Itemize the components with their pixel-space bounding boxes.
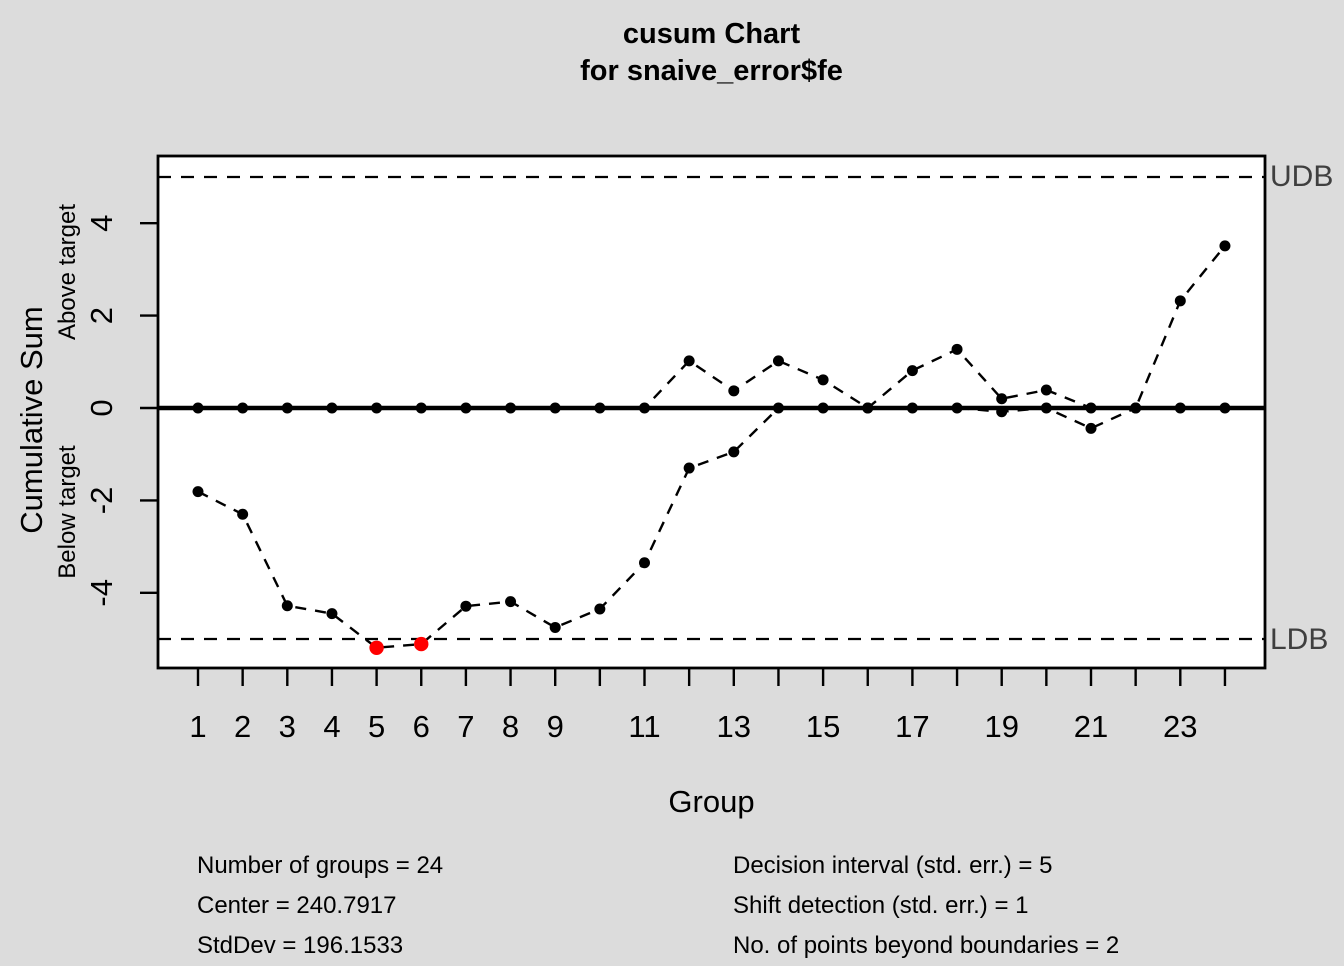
data-point-above_target-group-17 [906,365,918,377]
data-point-above_target-group-24 [1219,240,1231,252]
y-axis-title: Cumulative Sum [14,306,49,534]
stat-center: Center = 240.7917 [197,892,397,919]
x-tick-label-13: 13 [717,709,751,744]
x-tick-label-19: 19 [984,709,1018,744]
data-point-below_target-group-13 [728,446,740,458]
data-point-above_target-group-21 [1085,402,1097,414]
data-point-below_target-group-24 [1219,402,1231,414]
series-line-below_target [197,406,1225,650]
data-point-above_target-group-23 [1174,295,1186,307]
violation-point-group-5 [369,640,384,655]
plot-border [156,154,1267,670]
data-point-below_target-group-22 [1130,402,1142,414]
data-point-below_target-group-16 [862,402,874,414]
x-tick-label-8: 8 [502,709,519,744]
data-point-above_target-group-8 [505,402,517,414]
data-point-above_target-group-18 [951,343,963,355]
x-axis-title: Group [668,784,755,819]
data-point-below_target-group-9 [549,621,561,633]
stat-stddev: StdDev = 196.1533 [197,932,404,959]
data-point-above_target-group-10 [594,402,606,414]
data-point-above_target-group-13 [728,385,740,397]
data-point-above_target-group-3 [281,402,293,414]
stat-points-beyond: No. of points beyond boundaries = 2 [733,932,1120,959]
x-tick-label-2: 2 [234,709,251,744]
chart-title-line2: for snaive_error$fe [580,55,843,87]
x-tick-label-15: 15 [806,709,840,744]
chart-title: cusum Chart for snaive_error$fe [158,16,1265,90]
series-line-above_target [198,245,1226,410]
stat-shift-detection: Shift detection (std. err.) = 1 [733,892,1029,919]
data-point-above_target-group-19 [996,393,1008,405]
data-point-above_target-group-4 [326,402,338,414]
data-point-above_target-group-12 [683,355,695,367]
data-point-above_target-group-5 [371,402,383,414]
stat-decision-interval: Decision interval (std. err.) = 5 [733,852,1053,879]
y-axis-sublabel-below: Below target [54,445,81,579]
data-point-above_target-group-1 [192,402,204,414]
data-point-below_target-group-4 [326,608,338,620]
data-point-below_target-group-11 [639,557,650,569]
data-point-below_target-group-3 [281,600,293,612]
data-point-below_target-group-21 [1085,422,1097,434]
stats-right-column: Decision interval (std. err.) = 5 Shift … [733,846,1119,966]
x-tick-label-7: 7 [457,709,474,744]
chart-title-line1: cusum Chart [622,18,801,50]
y-axis-sublabel-above: Above target [54,203,81,341]
data-point-below_target-group-17 [906,402,918,414]
data-point-below_target-group-12 [683,462,695,474]
stats-left-column: Number of groups = 24 Center = 240.7917 … [197,846,443,966]
data-point-above_target-group-2 [237,402,249,414]
data-point-below_target-group-7 [460,600,472,612]
data-point-below_target-group-19 [996,406,1008,418]
data-point-above_target-group-7 [460,402,472,414]
data-point-below_target-group-14 [772,402,784,414]
x-tick-label-23: 23 [1163,709,1197,744]
data-point-above_target-group-20 [1040,384,1052,396]
x-tick-label-1: 1 [189,709,206,744]
x-tick-label-4: 4 [323,709,340,744]
data-point-above_target-group-11 [639,402,650,414]
data-point-above_target-group-6 [415,402,427,414]
data-point-below_target-group-10 [594,603,606,615]
plot-area-background [158,156,1265,668]
y-tick-label--4: -4 [84,579,119,607]
lower-boundary-label: LDB [1270,623,1329,656]
data-point-below_target-group-18 [951,402,963,414]
y-tick-label-4: 4 [84,215,119,232]
data-point-below_target-group-20 [1040,402,1052,414]
stat-number-of-groups: Number of groups = 24 [197,852,444,879]
x-tick-label-6: 6 [413,709,430,744]
data-point-below_target-group-23 [1174,402,1186,414]
data-point-below_target-group-2 [237,508,249,520]
x-tick-label-21: 21 [1074,709,1108,744]
y-tick-label-2: 2 [84,307,119,324]
data-point-below_target-group-15 [817,402,829,414]
x-tick-label-9: 9 [547,709,564,744]
x-tick-label-5: 5 [368,709,385,744]
x-tick-label-11: 11 [628,709,660,744]
violation-point-group-6 [414,636,429,652]
y-tick-label--2: -2 [84,487,119,515]
y-tick-label-0: 0 [84,399,119,416]
data-point-below_target-group-1 [192,486,204,498]
upper-boundary-label: UDB [1270,160,1334,193]
x-tick-label-17: 17 [895,709,929,744]
data-point-above_target-group-15 [817,374,829,386]
data-point-above_target-group-14 [772,355,784,367]
data-point-below_target-group-8 [505,596,517,608]
x-tick-label-3: 3 [279,709,296,744]
data-point-above_target-group-9 [549,402,561,414]
